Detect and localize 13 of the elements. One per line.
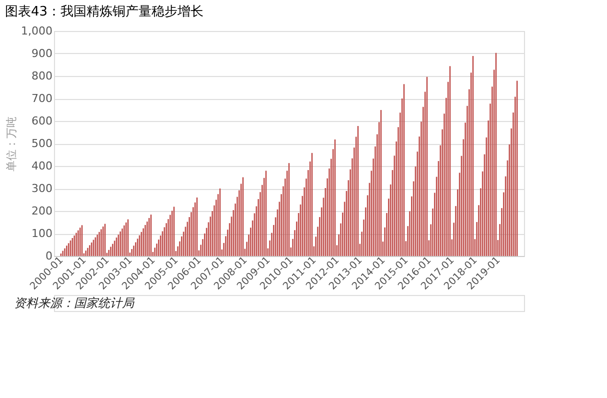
y-tick-label: 400: [32, 160, 52, 172]
chart-title: 图表43：我国精炼铜产量稳步增长: [5, 4, 204, 20]
y-tick-label: 300: [32, 182, 52, 195]
y-tick-label: 700: [32, 92, 52, 105]
y-tick-label: 600: [32, 114, 52, 128]
y-tick-label: 800: [32, 70, 52, 82]
y-tick-label: 900: [32, 47, 52, 60]
y-axis-title: 单位：万吨: [5, 116, 18, 172]
text: 资料来源：国家统计局: [14, 296, 135, 310]
y-tick-label: 500: [32, 137, 52, 150]
y-tick-label: 100: [32, 227, 52, 240]
y-tick-label: 1,000: [21, 24, 52, 38]
y-tick-label: 200: [32, 204, 52, 218]
